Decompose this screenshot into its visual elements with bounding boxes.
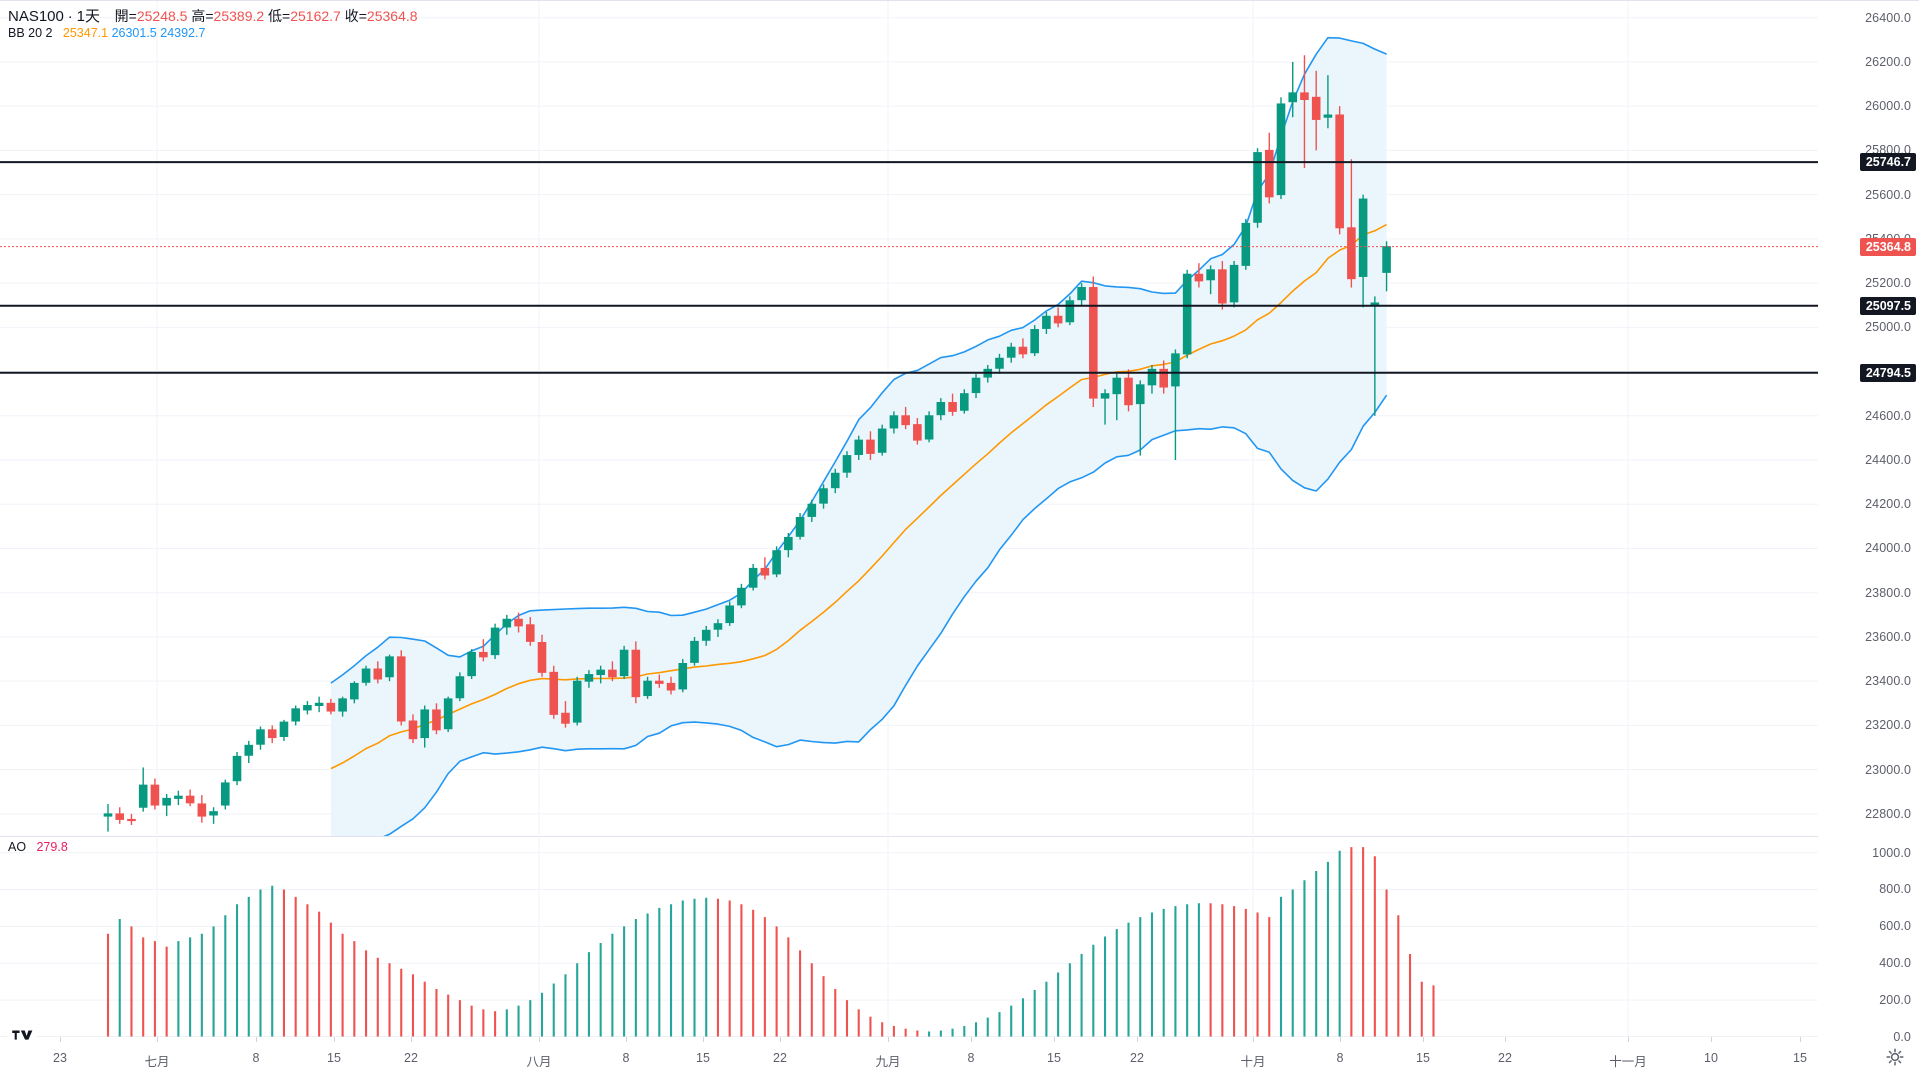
price-axis-tick: 25000.0 xyxy=(1865,320,1911,335)
price-axis-tick: 25600.0 xyxy=(1865,187,1911,202)
time-axis-tick: 22 xyxy=(1130,1051,1144,1065)
time-axis-tick-mark xyxy=(1628,1037,1629,1042)
time-axis[interactable]: 23 七月 8 15 22 八月 8 15 22 九月 8 15 22 十月 8 15 22 十一月 10 15 xyxy=(0,1037,1818,1079)
chart-settings-gear-icon[interactable] xyxy=(1885,1047,1905,1067)
time-axis-tick-mark xyxy=(334,1037,335,1042)
price-axis-tick: 23800.0 xyxy=(1865,585,1911,600)
time-axis-tick-mark xyxy=(703,1037,704,1042)
price-chart-svg xyxy=(0,0,1818,836)
price-axis-tick: 23200.0 xyxy=(1865,718,1911,733)
time-axis-tick-mark xyxy=(1137,1037,1138,1042)
time-axis-tick-mark xyxy=(780,1037,781,1042)
pane-separator[interactable] xyxy=(0,836,1818,837)
time-axis-tick-mark xyxy=(1711,1037,1712,1042)
time-axis-tick-mark xyxy=(157,1037,158,1042)
time-axis-tick-mark xyxy=(1505,1037,1506,1042)
time-axis-tick-mark xyxy=(1340,1037,1341,1042)
tradingview-logo-icon xyxy=(12,1030,33,1040)
price-axis-tick: 24200.0 xyxy=(1865,497,1911,512)
time-axis-divider xyxy=(0,0,1919,1)
time-axis-tick-mark xyxy=(411,1037,412,1042)
time-axis-tick: 22 xyxy=(773,1051,787,1065)
ao-axis-tick: 600.0 xyxy=(1879,919,1911,934)
price-axis-tick: 22800.0 xyxy=(1865,806,1911,821)
time-axis-tick: 22 xyxy=(1498,1051,1512,1065)
price-axis[interactable]: 26400.026200.026000.025800.025600.025400… xyxy=(1818,0,1919,1044)
ao-axis-tick: 1000.0 xyxy=(1872,845,1911,860)
time-axis-tick: 十月 xyxy=(1240,1055,1266,1069)
time-axis-tick: 七月 xyxy=(144,1055,170,1069)
price-axis-tick: 24600.0 xyxy=(1865,408,1911,423)
time-axis-tick-mark xyxy=(1253,1037,1254,1042)
time-axis-tick: 15 xyxy=(1416,1051,1430,1065)
time-axis-tick: 23 xyxy=(53,1051,67,1065)
time-axis-tick: 15 xyxy=(327,1051,341,1065)
gear-glyph xyxy=(1886,1048,1904,1066)
time-axis-tick-mark xyxy=(256,1037,257,1042)
time-axis-tick: 十一月 xyxy=(1609,1055,1647,1069)
time-axis-tick: 15 xyxy=(696,1051,710,1065)
price-axis-tick: 24400.0 xyxy=(1865,453,1911,468)
ao-axis-tick: 0.0 xyxy=(1893,1030,1911,1044)
time-axis-tick-mark xyxy=(971,1037,972,1042)
ao-chart-svg xyxy=(0,836,1818,1037)
price-axis-tick: 23000.0 xyxy=(1865,762,1911,777)
price-level-badge[interactable]: 25746.7 xyxy=(1859,153,1916,172)
time-axis-tick: 22 xyxy=(404,1051,418,1065)
price-axis-tick: 23400.0 xyxy=(1865,674,1911,689)
time-axis-tick: 15 xyxy=(1047,1051,1061,1065)
time-axis-tick-mark xyxy=(1054,1037,1055,1042)
price-axis-tick: 26400.0 xyxy=(1865,10,1911,25)
time-axis-tick: 九月 xyxy=(875,1055,901,1069)
time-axis-tick: 8 xyxy=(967,1051,975,1065)
price-level-badge[interactable]: 24794.5 xyxy=(1859,363,1916,382)
time-axis-tick-mark xyxy=(539,1037,540,1042)
time-axis-tick: 8 xyxy=(622,1051,630,1065)
price-chart-pane[interactable] xyxy=(0,0,1818,836)
ao-axis-tick: 800.0 xyxy=(1879,882,1911,897)
last-price-badge[interactable]: 25364.8 xyxy=(1859,237,1916,256)
time-axis-tick: 10 xyxy=(1704,1051,1718,1065)
price-axis-tick: 26000.0 xyxy=(1865,99,1911,114)
price-axis-tick: 26200.0 xyxy=(1865,54,1911,69)
price-axis-tick: 25200.0 xyxy=(1865,276,1911,291)
price-axis-tick: 24000.0 xyxy=(1865,541,1911,556)
time-axis-tick-mark xyxy=(1800,1037,1801,1042)
ao-indicator-pane[interactable] xyxy=(0,836,1818,1037)
time-axis-tick-mark xyxy=(626,1037,627,1042)
time-axis-tick-mark xyxy=(60,1037,61,1042)
price-axis-tick: 23600.0 xyxy=(1865,629,1911,644)
ao-axis-tick: 400.0 xyxy=(1879,956,1911,971)
time-axis-tick: 八月 xyxy=(526,1055,552,1069)
tradingview-logo[interactable] xyxy=(7,1021,37,1051)
ao-axis-tick: 200.0 xyxy=(1879,993,1911,1008)
time-axis-tick: 15 xyxy=(1793,1051,1807,1065)
time-axis-tick: 8 xyxy=(1336,1051,1344,1065)
time-axis-tick-mark xyxy=(1423,1037,1424,1042)
time-axis-tick: 8 xyxy=(252,1051,260,1065)
price-level-badge[interactable]: 25097.5 xyxy=(1859,296,1916,315)
time-axis-tick-mark xyxy=(888,1037,889,1042)
